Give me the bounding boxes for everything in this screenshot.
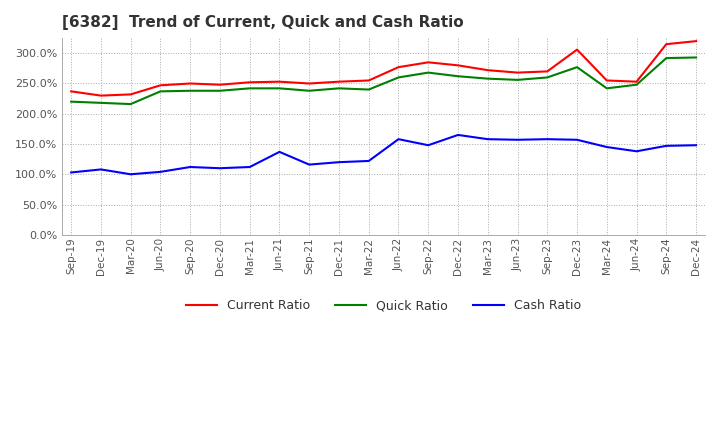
Cash Ratio — [483, 136, 492, 142]
Quick Ratio — [364, 87, 373, 92]
Cash Ratio — [662, 143, 670, 148]
Quick Ratio — [126, 102, 135, 107]
Current Ratio — [454, 63, 462, 68]
Text: [6382]  Trend of Current, Quick and Cash Ratio: [6382] Trend of Current, Quick and Cash … — [62, 15, 464, 30]
Quick Ratio — [513, 77, 522, 83]
Current Ratio — [246, 80, 254, 85]
Line: Quick Ratio: Quick Ratio — [71, 58, 696, 104]
Quick Ratio — [424, 70, 433, 75]
Cash Ratio — [156, 169, 165, 175]
Line: Current Ratio: Current Ratio — [71, 41, 696, 95]
Quick Ratio — [483, 76, 492, 81]
Cash Ratio — [126, 172, 135, 177]
Current Ratio — [96, 93, 105, 98]
Current Ratio — [156, 83, 165, 88]
Quick Ratio — [305, 88, 313, 93]
Quick Ratio — [246, 86, 254, 91]
Current Ratio — [394, 65, 402, 70]
Cash Ratio — [364, 158, 373, 164]
Quick Ratio — [156, 89, 165, 94]
Quick Ratio — [572, 65, 581, 70]
Quick Ratio — [96, 100, 105, 106]
Current Ratio — [67, 89, 76, 94]
Current Ratio — [603, 78, 611, 83]
Quick Ratio — [275, 86, 284, 91]
Line: Cash Ratio: Cash Ratio — [71, 135, 696, 174]
Current Ratio — [364, 78, 373, 83]
Quick Ratio — [67, 99, 76, 104]
Cash Ratio — [275, 149, 284, 154]
Current Ratio — [662, 41, 670, 47]
Current Ratio — [483, 68, 492, 73]
Current Ratio — [632, 79, 641, 84]
Quick Ratio — [335, 86, 343, 91]
Quick Ratio — [215, 88, 224, 93]
Cash Ratio — [215, 165, 224, 171]
Cash Ratio — [603, 144, 611, 150]
Current Ratio — [215, 82, 224, 88]
Quick Ratio — [394, 75, 402, 80]
Quick Ratio — [186, 88, 194, 93]
Cash Ratio — [692, 143, 701, 148]
Current Ratio — [424, 60, 433, 65]
Current Ratio — [335, 79, 343, 84]
Cash Ratio — [186, 165, 194, 170]
Cash Ratio — [424, 143, 433, 148]
Cash Ratio — [305, 162, 313, 167]
Cash Ratio — [543, 136, 552, 142]
Cash Ratio — [394, 136, 402, 142]
Quick Ratio — [454, 73, 462, 79]
Cash Ratio — [454, 132, 462, 138]
Cash Ratio — [632, 149, 641, 154]
Quick Ratio — [692, 55, 701, 60]
Cash Ratio — [513, 137, 522, 143]
Current Ratio — [543, 69, 552, 74]
Current Ratio — [305, 81, 313, 86]
Legend: Current Ratio, Quick Ratio, Cash Ratio: Current Ratio, Quick Ratio, Cash Ratio — [181, 294, 587, 317]
Quick Ratio — [632, 82, 641, 88]
Current Ratio — [275, 79, 284, 84]
Cash Ratio — [67, 170, 76, 175]
Cash Ratio — [246, 165, 254, 170]
Quick Ratio — [662, 55, 670, 61]
Current Ratio — [186, 81, 194, 86]
Quick Ratio — [603, 86, 611, 91]
Cash Ratio — [335, 160, 343, 165]
Cash Ratio — [572, 137, 581, 143]
Current Ratio — [513, 70, 522, 75]
Current Ratio — [126, 92, 135, 97]
Cash Ratio — [96, 167, 105, 172]
Current Ratio — [692, 38, 701, 44]
Current Ratio — [572, 47, 581, 52]
Quick Ratio — [543, 75, 552, 80]
